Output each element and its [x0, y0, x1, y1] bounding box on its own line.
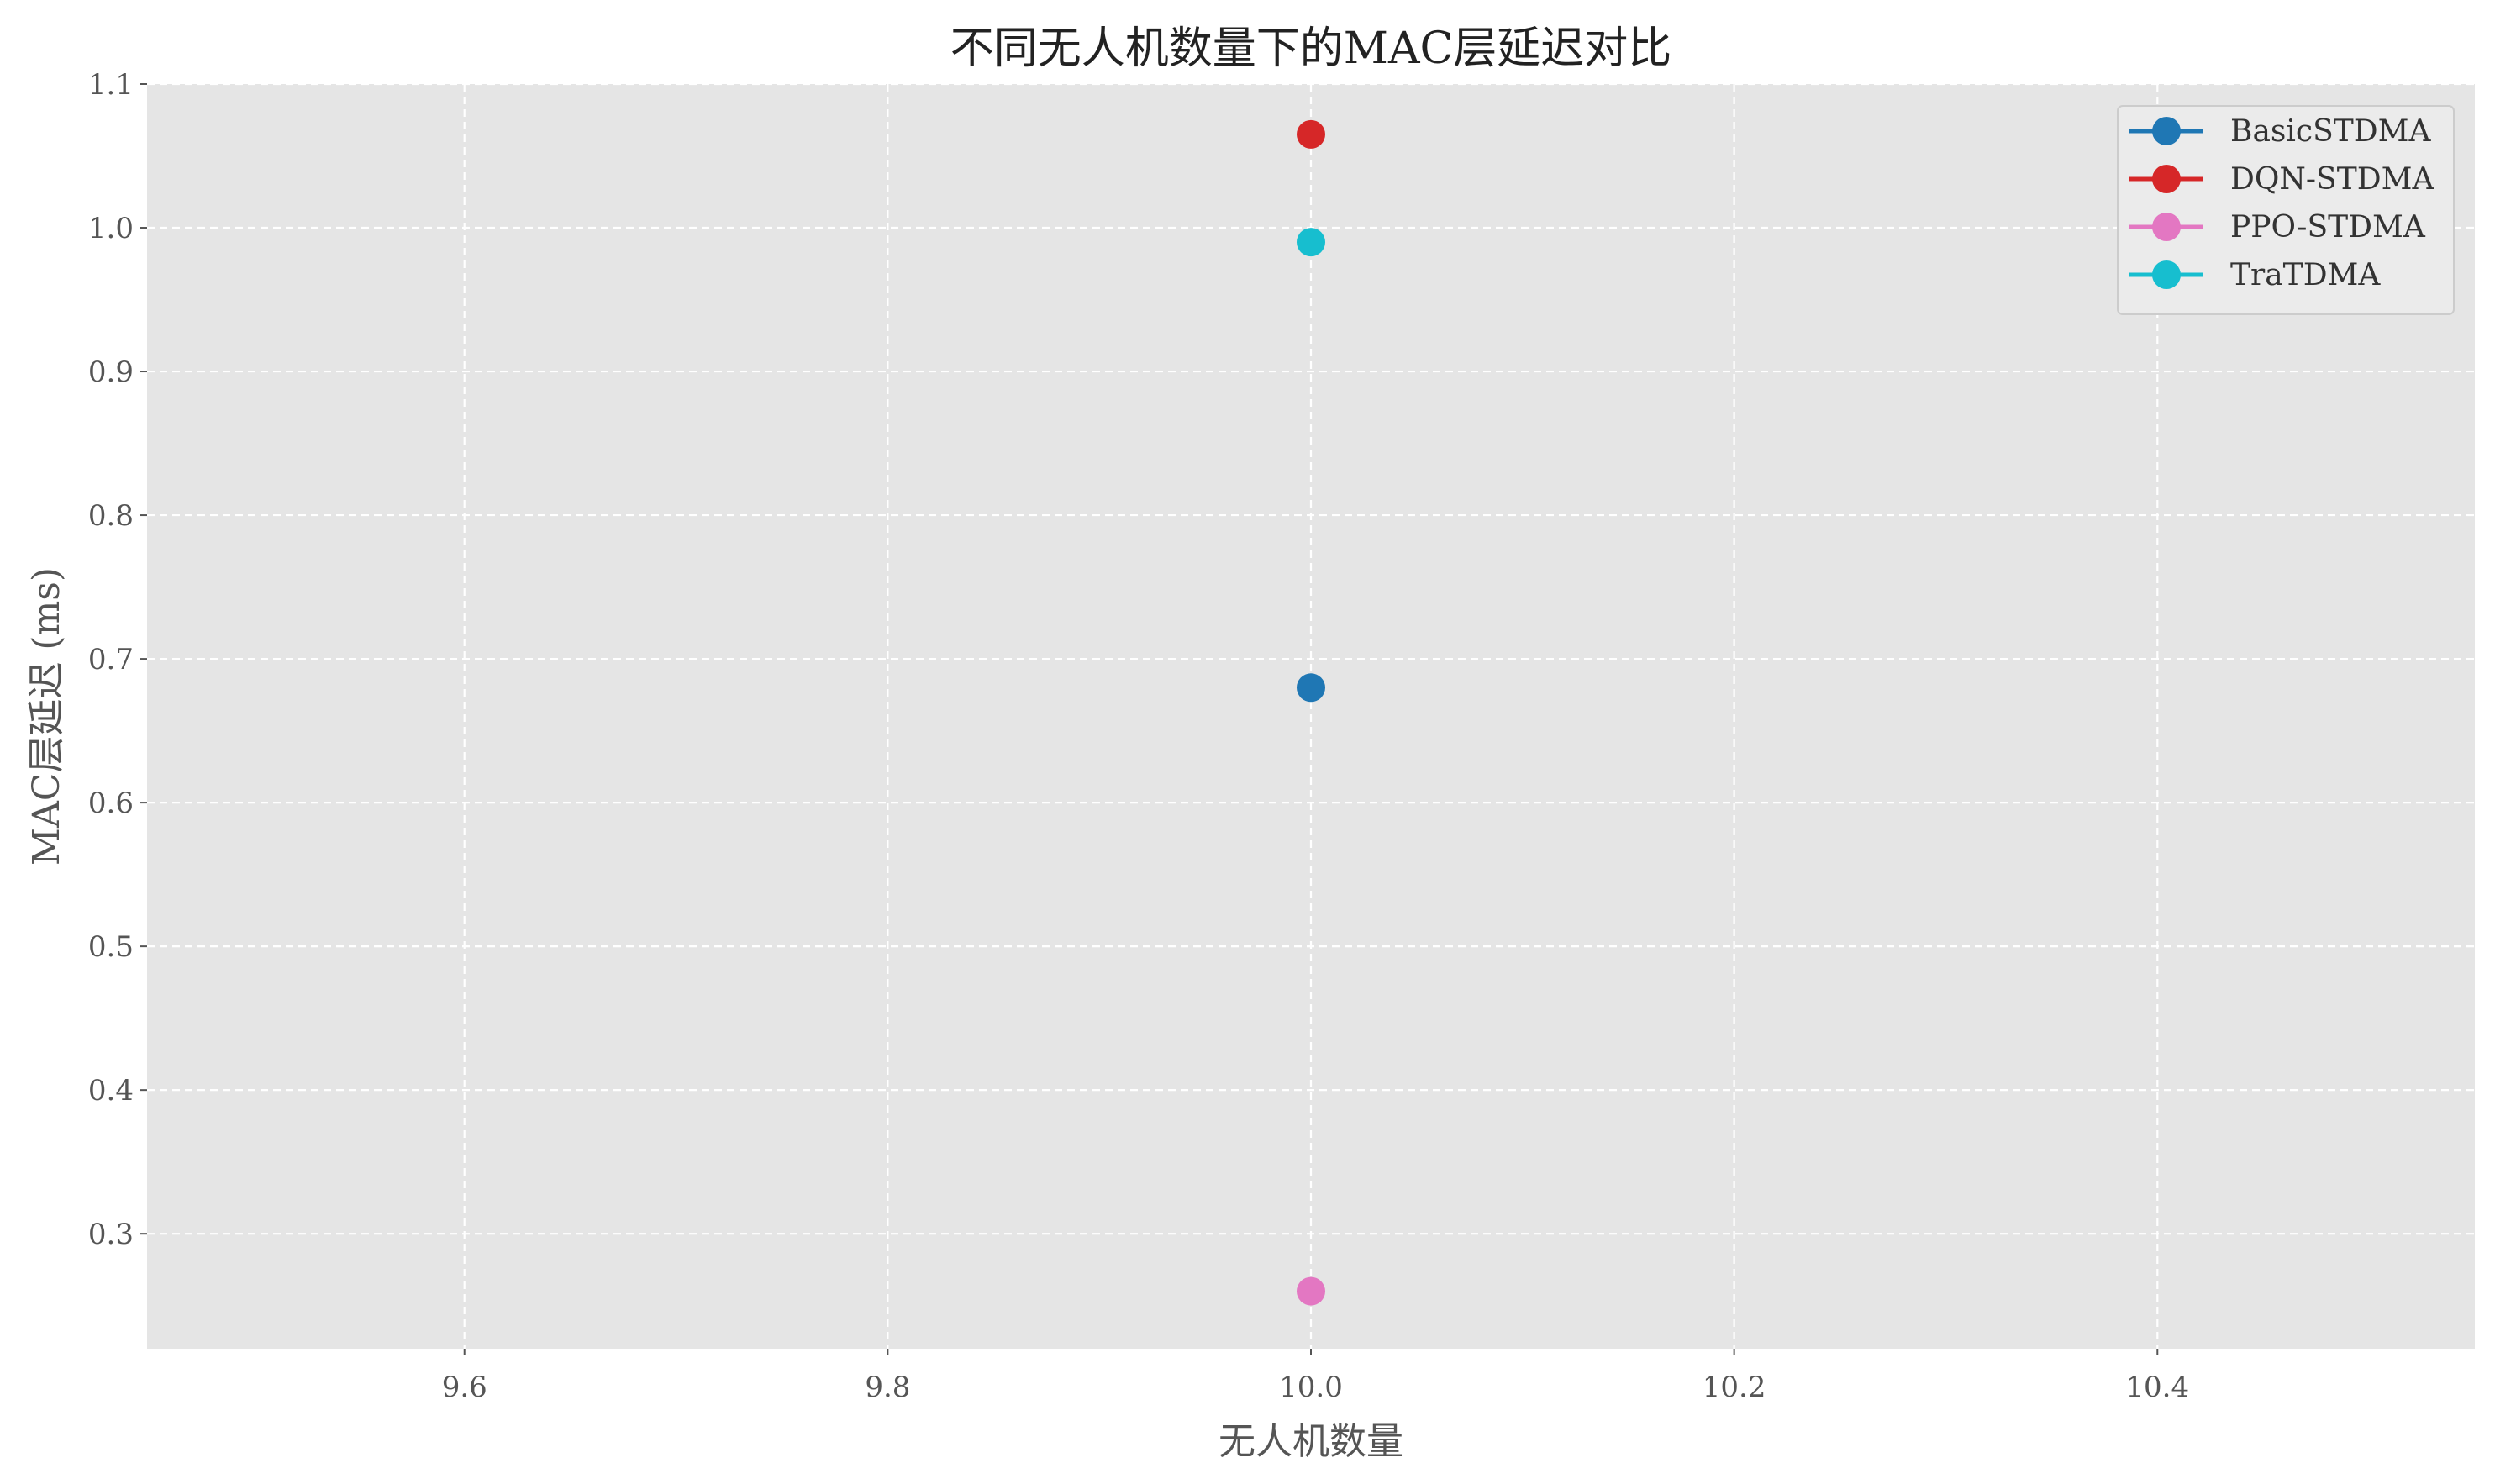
- y-tick-label: 0.3: [88, 1218, 134, 1251]
- legend-marker: [2152, 165, 2181, 193]
- y-tick-label: 0.9: [88, 355, 134, 389]
- data-points: [1297, 119, 1325, 1306]
- data-point-dqn-stdma: [1297, 119, 1325, 149]
- axis-ticks: 9.6 9.8 10.0 10.2 10.4 0.3 0.4 0.5 0.6 0.7 0.8 0.9 1…: [88, 68, 2189, 1404]
- y-tick-label: 0.8: [88, 499, 134, 533]
- legend-label: PPO-STDMA: [2230, 210, 2426, 245]
- y-axis-title: MAC层延迟 (ms): [25, 567, 68, 866]
- y-tick-label: 0.5: [88, 930, 134, 964]
- y-tick-label: 0.4: [88, 1074, 134, 1108]
- legend: BasicSTDMA DQN-STDMA PPO-STDMA TraTDMA: [2117, 105, 2455, 315]
- legend-box: [2117, 105, 2455, 315]
- x-tick-label: 9.6: [442, 1371, 487, 1404]
- x-tick-label: 10.0: [1279, 1371, 1343, 1404]
- x-tick-label: 10.4: [2125, 1371, 2189, 1404]
- chart-title: 不同无人机数量下的MAC层延迟对比: [950, 24, 1672, 74]
- data-point-ppo-stdma: [1297, 1276, 1325, 1306]
- y-tick-label: 0.6: [88, 787, 134, 820]
- legend-label: TraTDMA: [2230, 258, 2381, 292]
- legend-marker: [2152, 213, 2181, 241]
- data-point-basicstdma: [1297, 673, 1325, 703]
- x-axis-title: 无人机数量: [1219, 1420, 1403, 1463]
- legend-marker: [2152, 260, 2181, 289]
- x-tick-label: 10.2: [1703, 1371, 1766, 1404]
- y-tick-label: 1.0: [88, 212, 134, 245]
- legend-label: DQN-STDMA: [2230, 162, 2434, 197]
- data-point-tratdma: [1297, 228, 1325, 257]
- x-tick-label: 9.8: [865, 1371, 910, 1404]
- grid: [147, 82, 2475, 1349]
- y-tick-label: 1.1: [88, 68, 134, 102]
- legend-marker: [2152, 117, 2181, 145]
- legend-label: BasicSTDMA: [2230, 114, 2431, 149]
- y-tick-label: 0.7: [88, 643, 134, 676]
